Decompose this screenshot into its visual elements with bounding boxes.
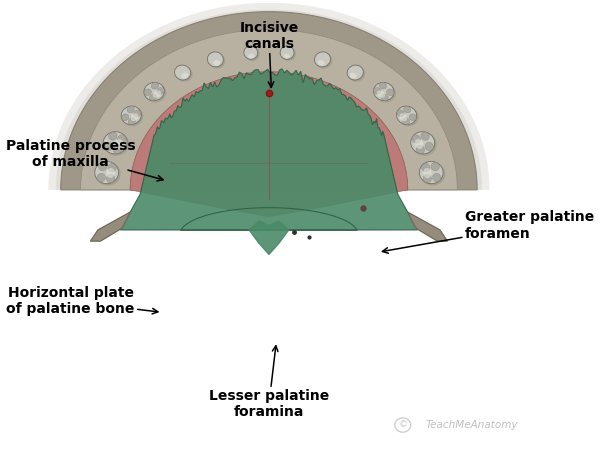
Ellipse shape — [213, 60, 220, 65]
Ellipse shape — [433, 173, 441, 182]
Ellipse shape — [400, 113, 407, 121]
Ellipse shape — [284, 54, 290, 59]
Polygon shape — [120, 69, 418, 230]
Ellipse shape — [106, 168, 115, 178]
Ellipse shape — [106, 175, 115, 183]
Text: Incisive
canals: Incisive canals — [239, 21, 299, 87]
Polygon shape — [56, 9, 482, 190]
Ellipse shape — [208, 53, 225, 69]
Text: Lesser palatine
foramina: Lesser palatine foramina — [209, 346, 329, 419]
Ellipse shape — [409, 114, 416, 121]
Ellipse shape — [122, 107, 143, 126]
Ellipse shape — [115, 139, 123, 149]
Ellipse shape — [244, 46, 258, 59]
Ellipse shape — [113, 145, 122, 154]
Ellipse shape — [316, 53, 332, 69]
Ellipse shape — [374, 83, 394, 101]
Ellipse shape — [280, 46, 294, 59]
Ellipse shape — [423, 168, 431, 178]
Ellipse shape — [104, 143, 113, 151]
Ellipse shape — [118, 135, 126, 143]
Ellipse shape — [420, 162, 445, 185]
Ellipse shape — [421, 132, 430, 140]
Text: TeachMeAnatomy: TeachMeAnatomy — [425, 420, 518, 430]
Ellipse shape — [419, 161, 443, 184]
Ellipse shape — [121, 106, 142, 124]
Ellipse shape — [423, 175, 431, 183]
Ellipse shape — [95, 162, 121, 185]
Ellipse shape — [422, 163, 430, 172]
Ellipse shape — [149, 94, 157, 101]
Polygon shape — [61, 12, 477, 190]
Ellipse shape — [109, 132, 117, 140]
Ellipse shape — [128, 118, 136, 124]
Ellipse shape — [157, 87, 164, 94]
Ellipse shape — [144, 83, 164, 101]
Ellipse shape — [281, 47, 296, 61]
Ellipse shape — [411, 132, 434, 154]
Ellipse shape — [431, 162, 439, 171]
Ellipse shape — [412, 133, 437, 156]
Ellipse shape — [314, 52, 331, 67]
Ellipse shape — [425, 143, 434, 151]
Ellipse shape — [348, 66, 365, 82]
Ellipse shape — [248, 54, 254, 59]
Ellipse shape — [317, 60, 325, 65]
Ellipse shape — [397, 106, 416, 124]
Ellipse shape — [145, 83, 166, 102]
Polygon shape — [49, 3, 490, 190]
Ellipse shape — [398, 107, 419, 126]
Ellipse shape — [131, 113, 139, 121]
Ellipse shape — [151, 83, 159, 89]
Ellipse shape — [347, 65, 364, 80]
Ellipse shape — [415, 139, 424, 149]
Ellipse shape — [103, 132, 127, 154]
Polygon shape — [80, 29, 457, 190]
Text: ©: © — [398, 421, 407, 429]
Ellipse shape — [121, 114, 129, 121]
Ellipse shape — [377, 90, 385, 98]
Ellipse shape — [350, 73, 356, 78]
Polygon shape — [408, 212, 448, 241]
Ellipse shape — [181, 73, 188, 78]
Ellipse shape — [412, 135, 421, 143]
Ellipse shape — [175, 65, 191, 80]
Text: Horizontal plate
of palatine bone: Horizontal plate of palatine bone — [7, 286, 158, 316]
Ellipse shape — [127, 106, 134, 113]
Ellipse shape — [416, 145, 425, 154]
Ellipse shape — [108, 163, 116, 172]
Polygon shape — [91, 212, 130, 241]
Ellipse shape — [379, 83, 386, 89]
Ellipse shape — [245, 47, 260, 61]
Ellipse shape — [98, 162, 107, 171]
Ellipse shape — [208, 52, 223, 67]
Ellipse shape — [95, 161, 119, 184]
Ellipse shape — [97, 173, 106, 182]
Ellipse shape — [176, 66, 193, 82]
Text: Palatine process
of maxilla: Palatine process of maxilla — [6, 139, 163, 181]
Ellipse shape — [404, 106, 411, 113]
Text: Greater palatine
foramen: Greater palatine foramen — [382, 211, 594, 253]
Ellipse shape — [153, 90, 161, 98]
Ellipse shape — [144, 89, 151, 96]
Ellipse shape — [104, 133, 129, 156]
Ellipse shape — [134, 110, 141, 117]
Ellipse shape — [381, 94, 388, 101]
Ellipse shape — [397, 110, 404, 117]
Ellipse shape — [386, 89, 394, 96]
Polygon shape — [130, 72, 408, 216]
Ellipse shape — [374, 87, 381, 94]
Ellipse shape — [403, 118, 410, 124]
Ellipse shape — [374, 83, 396, 102]
Polygon shape — [249, 221, 289, 254]
